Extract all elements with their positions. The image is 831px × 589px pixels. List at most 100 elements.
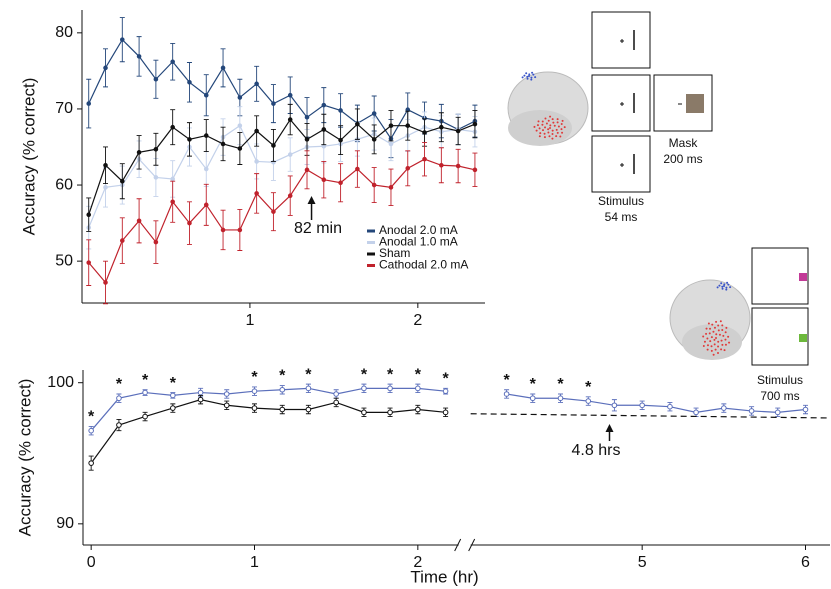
data-point <box>415 406 421 413</box>
data-point <box>120 238 125 243</box>
legend-label: Sham <box>379 246 410 260</box>
electrode <box>727 283 730 286</box>
stimulus-duration: 700 ms <box>760 389 799 403</box>
electrode <box>544 126 547 129</box>
data-point <box>223 402 230 409</box>
electrode <box>548 135 551 138</box>
annotation-label: 82 min <box>294 220 342 237</box>
electrode <box>721 324 724 327</box>
electrode <box>528 75 530 77</box>
electrode <box>721 285 724 288</box>
y-tick-label: 60 <box>55 176 73 193</box>
data-point <box>442 409 449 416</box>
data-point <box>405 123 411 128</box>
data-point <box>116 395 122 402</box>
electrode <box>717 340 720 343</box>
electrode <box>715 333 718 336</box>
electrode <box>526 75 529 78</box>
data-point <box>304 137 310 142</box>
electrode <box>714 348 717 351</box>
series-line <box>88 158 476 284</box>
electrode <box>541 123 544 126</box>
data-point <box>153 76 159 82</box>
electrode <box>531 71 534 74</box>
x-tick-label: 2 <box>413 554 422 571</box>
electrode <box>530 78 533 81</box>
series-line <box>88 38 476 140</box>
data-point <box>802 406 809 413</box>
electrode <box>709 340 712 343</box>
data-point <box>254 81 259 87</box>
electrode <box>724 331 727 334</box>
electrode <box>726 281 729 284</box>
electrode <box>710 349 713 352</box>
data-point <box>237 123 243 128</box>
electrode <box>555 135 558 138</box>
electrode <box>721 287 724 290</box>
electrode <box>720 339 723 342</box>
data-point <box>88 460 94 466</box>
data-point <box>103 185 108 190</box>
mask-label: Mask <box>669 136 699 150</box>
electrode <box>526 77 529 80</box>
data-point <box>88 427 94 434</box>
electrode <box>725 288 728 291</box>
electrode <box>708 332 711 335</box>
data-point <box>170 199 175 205</box>
data-point <box>136 218 142 224</box>
electrode <box>549 115 552 118</box>
electrode <box>723 349 726 352</box>
electrode <box>534 76 537 79</box>
data-point <box>371 182 377 188</box>
data-point <box>254 159 259 164</box>
data-point <box>203 92 209 98</box>
electrode <box>712 353 715 356</box>
data-point <box>305 385 312 392</box>
x-axis-label: Time (hr) <box>410 567 478 586</box>
electrode <box>537 120 540 123</box>
head-illustration <box>669 279 751 360</box>
x-tick-label: 0 <box>87 554 96 571</box>
data-point <box>333 391 339 397</box>
electrode <box>525 72 528 75</box>
significance-marker: * <box>442 371 449 388</box>
electrode <box>713 343 716 346</box>
electrode <box>561 119 564 122</box>
electrode <box>547 128 550 131</box>
stimulus-panels <box>751 247 809 366</box>
electrode <box>721 343 724 346</box>
data-point <box>271 143 276 148</box>
data-point <box>304 115 310 120</box>
electrode <box>560 122 563 125</box>
data-point <box>439 124 444 130</box>
electrode <box>720 282 723 285</box>
mask-duration: 200 ms <box>663 152 702 166</box>
data-point <box>361 385 367 392</box>
electrode <box>725 286 728 289</box>
electrode <box>717 351 720 354</box>
electrode <box>723 283 726 286</box>
electrode <box>553 124 556 127</box>
electrode <box>561 131 564 134</box>
x-tick-label: 1 <box>245 312 254 329</box>
data-point <box>279 386 286 393</box>
significance-marker: * <box>170 375 177 392</box>
axis-break <box>454 538 476 552</box>
data-point <box>415 385 421 392</box>
electrode <box>551 118 554 121</box>
electrode <box>719 320 722 323</box>
data-point <box>203 133 209 138</box>
data-point <box>103 162 108 168</box>
electrode <box>703 340 706 343</box>
data-point <box>170 392 176 399</box>
electrode <box>538 135 541 138</box>
data-point <box>142 413 148 420</box>
data-point <box>455 163 461 169</box>
data-point <box>472 167 478 173</box>
data-point <box>223 391 230 397</box>
electrode <box>521 76 524 79</box>
data-point <box>136 150 142 155</box>
electrode <box>541 120 544 123</box>
data-point <box>287 152 293 157</box>
